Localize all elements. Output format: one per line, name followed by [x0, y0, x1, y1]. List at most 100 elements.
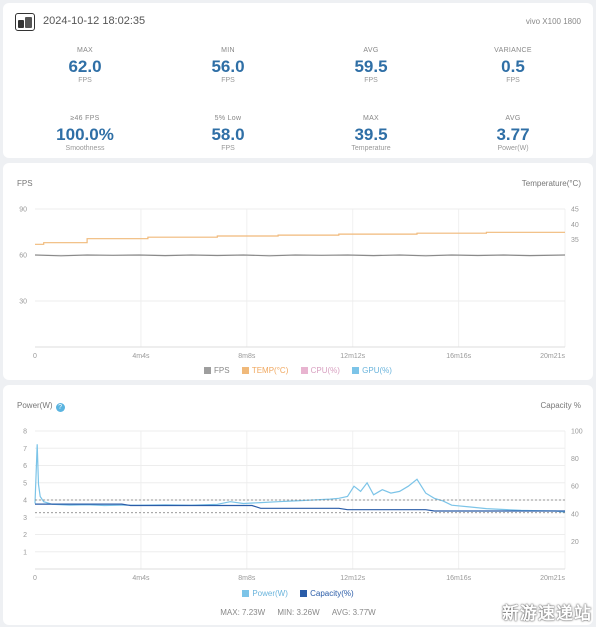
- stat-unit: FPS: [364, 77, 378, 84]
- fps-axis-title: FPS: [17, 179, 33, 188]
- stat-power-avg: AVG 3.77 Power(W): [453, 115, 573, 155]
- power-chart-card: Power(W)? Capacity % 1 2 3 4 5 6 7 8 20 40 60 80 100…: [3, 385, 593, 625]
- x-tick-label: 0: [33, 575, 37, 582]
- legend-label: Power(W): [252, 589, 288, 598]
- y-tick-label-right: 20: [571, 539, 579, 546]
- y-tick-label-left: 1: [23, 549, 27, 556]
- fps-chart-legend: FPS TEMP(°C) CPU(%) GPU(%): [3, 366, 593, 375]
- stat-fps-variance: VARIANCE 0.5 FPS: [453, 47, 573, 87]
- y-tick-label-right: 40: [571, 222, 579, 229]
- stat-value: 58.0: [211, 125, 245, 144]
- series-line-power-w-: [34, 444, 566, 513]
- x-tick-label: 20m21s: [540, 353, 565, 360]
- x-tick-label: 8m8s: [238, 575, 256, 582]
- y-tick-label-left: 90: [19, 207, 27, 214]
- fps-chart[interactable]: 30 60 90 35 40 45 0 4m4s 8m8s 12m12s 16m16s 20m21s: [3, 163, 593, 363]
- x-tick-label: 4m4s: [132, 353, 150, 360]
- y-tick-label-left: 4: [23, 498, 27, 505]
- y-tick-label-left: 8: [23, 429, 27, 436]
- legend-swatch: [300, 590, 308, 597]
- power-max: MAX: 7.23W: [220, 608, 266, 617]
- y-tick-label-right: 45: [571, 207, 579, 214]
- session-timestamp: 2024-10-12 18:02:35: [43, 15, 146, 27]
- y-tick-label-left: 7: [23, 446, 27, 453]
- stats-card: 2024-10-12 18:02:35 vivo X100 1800 MAX 6…: [3, 3, 593, 158]
- series-line-fps: [34, 254, 566, 257]
- legend-label: TEMP(°C): [251, 366, 289, 375]
- watermark: 新游速递站: [502, 604, 592, 624]
- legend-swatch: [241, 367, 249, 374]
- legend-label: Capacity(%): [310, 589, 354, 598]
- y-tick-label-left: 6: [23, 463, 27, 470]
- stat-value: 100.0%: [56, 125, 114, 144]
- power-summary: MAX: 7.23W MIN: 3.26W AVG: 3.77W: [3, 608, 593, 617]
- power-chart-legend: Power(W) Capacity(%): [3, 589, 593, 598]
- y-tick-label-left: 60: [19, 253, 27, 260]
- capacity-axis-title: Capacity %: [540, 401, 581, 410]
- y-tick-label-right: 40: [571, 511, 579, 518]
- power-axis-title: Power(W)?: [17, 401, 65, 412]
- stat-label: 5% Low: [214, 115, 242, 122]
- stat-label: MAX: [76, 47, 94, 54]
- legend-swatch: [300, 367, 308, 374]
- legend-item-cpu[interactable]: CPU(%): [300, 366, 340, 375]
- y-tick-label-right: 100: [571, 429, 583, 436]
- x-tick-label: 4m4s: [132, 575, 150, 582]
- stat-unit: FPS: [78, 77, 92, 84]
- legend-item-power[interactable]: Power(W): [242, 589, 288, 598]
- stat-fps-low: 5% Low 58.0 FPS: [168, 115, 288, 155]
- fps-chart-card: FPS Temperature(°C) 30 60 90 35 40 45 0 4m4s 8m8…: [3, 163, 593, 380]
- stat-value: 59.5: [354, 57, 388, 76]
- x-tick-label: 20m21s: [540, 575, 565, 582]
- temperature-axis-title: Temperature(°C): [521, 179, 581, 188]
- stat-value: 56.0: [211, 57, 245, 76]
- legend-item-fps[interactable]: FPS: [204, 366, 230, 375]
- stat-smoothness: ≥46 FPS 100.0% Smoothness: [25, 115, 145, 155]
- stat-label: MAX: [362, 115, 380, 122]
- power-chart[interactable]: 1 2 3 4 5 6 7 8 20 40 60 80 100 0 4m4s 8m8s 12m12s 16m16s…: [3, 385, 593, 585]
- y-tick-label-right: 80: [571, 456, 579, 463]
- x-tick-label: 0: [33, 353, 37, 360]
- stat-unit: FPS: [221, 77, 235, 84]
- stat-unit: FPS: [221, 145, 235, 152]
- stat-value: 0.5: [501, 57, 525, 76]
- stat-unit: Smoothness: [65, 145, 105, 152]
- help-icon[interactable]: ?: [55, 403, 65, 412]
- legend-item-gpu[interactable]: GPU(%): [352, 366, 392, 375]
- x-tick-label: 16m16s: [446, 575, 471, 582]
- y-tick-label-left: 5: [23, 480, 27, 487]
- stat-value: 62.0: [68, 57, 102, 76]
- stat-unit: Temperature: [351, 145, 391, 152]
- app-logo-icon: [15, 13, 35, 31]
- x-tick-label: 12m12s: [340, 353, 365, 360]
- power-min: MIN: 3.26W: [277, 608, 320, 617]
- y-tick-label-left: 2: [23, 532, 27, 539]
- y-tick-label-left: 3: [23, 515, 27, 522]
- stat-value: 3.77: [496, 125, 530, 144]
- header: 2024-10-12 18:02:35 vivo X100 1800: [15, 13, 581, 33]
- stat-fps-min: MIN 56.0 FPS: [168, 47, 288, 87]
- legend-label: GPU(%): [362, 366, 392, 375]
- x-tick-label: 8m8s: [238, 353, 256, 360]
- stat-temp-max: MAX 39.5 Temperature: [311, 115, 431, 155]
- y-tick-label-right: 35: [571, 237, 579, 244]
- power-axis-title-text: Power(W): [17, 401, 53, 410]
- legend-swatch: [242, 590, 250, 597]
- y-tick-label-left: 30: [19, 299, 27, 306]
- stat-fps-avg: AVG 59.5 FPS: [311, 47, 431, 87]
- x-tick-label: 12m12s: [340, 575, 365, 582]
- device-name: vivo X100 1800: [525, 17, 581, 26]
- legend-item-capacity[interactable]: Capacity(%): [300, 589, 354, 598]
- stat-label: MIN: [221, 47, 235, 54]
- legend-item-temp[interactable]: TEMP(°C): [241, 366, 289, 375]
- power-avg: AVG: 3.77W: [331, 608, 376, 617]
- legend-swatch: [352, 367, 360, 374]
- series-line-capacity-: [35, 503, 565, 512]
- legend-swatch: [204, 367, 212, 374]
- x-tick-label: 16m16s: [446, 353, 471, 360]
- stat-fps-max: MAX 62.0 FPS: [25, 47, 145, 87]
- stat-label: ≥46 FPS: [70, 115, 100, 122]
- stat-unit: Power(W): [497, 145, 529, 152]
- y-tick-label-right: 60: [571, 484, 579, 491]
- legend-label: CPU(%): [310, 366, 340, 375]
